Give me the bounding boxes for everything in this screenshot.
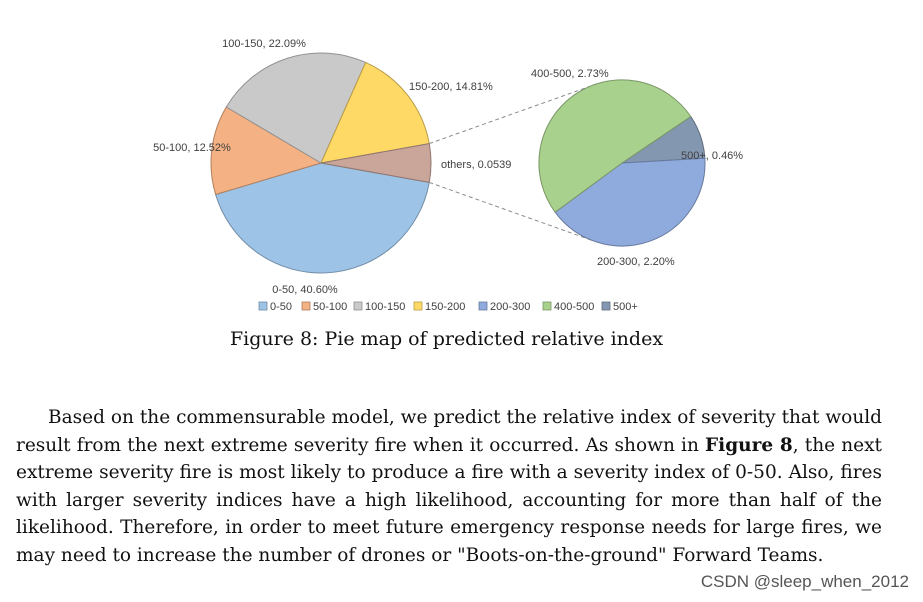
legend-swatch-50-100 xyxy=(301,301,311,311)
label-400-500: 400-500, 2.73% xyxy=(531,68,609,80)
body-paragraph: Based on the commensurable model, we pre… xyxy=(16,404,882,569)
label-0-50: 0-50, 40.60% xyxy=(272,284,338,296)
legend-label-500: 500+ xyxy=(613,301,638,313)
legend-swatch-400-500 xyxy=(542,301,552,311)
paragraph-part-1: Based on the commensurable model, we pre… xyxy=(16,407,882,456)
slice-labels: 0-50, 40.60% 50-100, 12.52% 100-150, 22.09… xyxy=(153,38,743,296)
legend-swatch-500 xyxy=(601,301,611,311)
secondary-pie xyxy=(538,79,706,247)
paragraph-part-2: , the next extreme severity fire is most… xyxy=(16,434,882,566)
main-slice-100-150 xyxy=(225,52,367,164)
legend: 0-50 50-100 100-150 150-200 200-300 400-500 50… xyxy=(258,301,638,313)
secondary-slice-400-500 xyxy=(538,79,692,213)
secondary-slice-200-300 xyxy=(554,157,706,247)
figure-caption: Figure 8: Pie map of predicted relative … xyxy=(229,328,664,350)
legend-swatch-0-50 xyxy=(258,301,268,311)
legend-label-50-100: 50-100 xyxy=(313,301,347,313)
legend-label-200-300: 200-300 xyxy=(490,301,530,313)
label-500: 500+, 0.46% xyxy=(681,150,743,162)
main-slice-150-200 xyxy=(320,61,430,164)
connector-lines xyxy=(429,83,597,241)
main-slice-others xyxy=(320,142,432,184)
connector-line-bottom xyxy=(429,181,592,241)
label-50-100: 50-100, 12.52% xyxy=(153,142,231,154)
label-100-150: 100-150, 22.09% xyxy=(222,38,306,50)
label-others: others, 0.0539 xyxy=(441,159,511,171)
figure-reference: Figure 8 xyxy=(705,434,793,456)
legend-swatch-150-200 xyxy=(413,301,423,311)
main-slice-0-50 xyxy=(214,162,430,274)
main-pie xyxy=(210,52,432,274)
label-150-200: 150-200, 14.81% xyxy=(409,81,493,93)
main-slice-50-100 xyxy=(210,106,323,196)
legend-label-400-500: 400-500 xyxy=(554,301,594,313)
watermark: CSDN @sleep_when_2012 xyxy=(700,572,909,591)
label-200-300: 200-300, 2.20% xyxy=(597,256,675,268)
legend-label-0-50: 0-50 xyxy=(270,301,292,313)
connector-line-top xyxy=(429,83,597,145)
legend-label-100-150: 100-150 xyxy=(365,301,405,313)
pie-of-pie-chart: 0-50, 40.60% 50-100, 12.52% 100-150, 22.09… xyxy=(153,38,743,313)
legend-swatch-100-150 xyxy=(353,301,363,311)
legend-label-150-200: 150-200 xyxy=(425,301,465,313)
legend-swatch-200-300 xyxy=(478,301,488,311)
